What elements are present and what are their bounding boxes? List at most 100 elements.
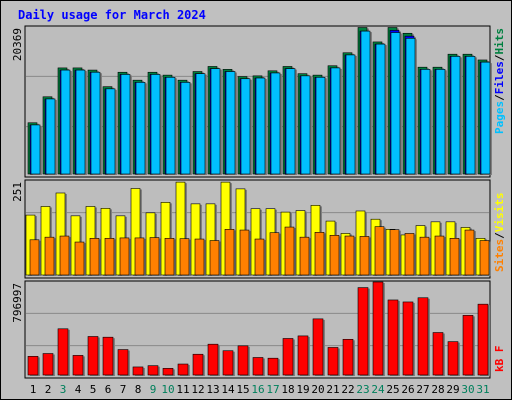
day-label-29: 29 <box>446 383 459 396</box>
bar-pages-day-10 <box>165 76 176 175</box>
day-label-19: 19 <box>296 383 309 396</box>
bar-sites-day-24 <box>374 226 385 276</box>
bar-sites-day-5 <box>89 237 100 276</box>
legend-sep-3: / <box>493 232 506 239</box>
legend-panel1: Pages/Files/Hits <box>493 28 506 134</box>
bar-pages-day-19 <box>300 75 311 175</box>
day-label-30: 30 <box>461 383 474 396</box>
bar-sites-day-29 <box>449 237 460 276</box>
bar-pages-day-6 <box>105 88 116 175</box>
day-label-8: 8 <box>135 383 142 396</box>
bar-pages-day-25 <box>390 32 401 175</box>
bar-kbytes-day-31 <box>477 303 489 376</box>
day-label-13: 13 <box>206 383 219 396</box>
bar-kbytes-day-20 <box>312 318 324 376</box>
bar-kbytes-day-2 <box>42 353 54 376</box>
bar-pages-day-23 <box>360 30 371 175</box>
day-label-18: 18 <box>281 383 294 396</box>
bar-pages-day-3 <box>60 69 71 175</box>
kbytes-bars <box>27 281 490 376</box>
legend-sites: Sites <box>493 239 506 272</box>
bar-sites-day-17 <box>269 232 280 276</box>
day-label-21: 21 <box>326 383 339 396</box>
bar-sites-day-4 <box>74 241 85 276</box>
bar-pages-day-7 <box>120 74 131 175</box>
day-label-26: 26 <box>401 383 414 396</box>
bar-pages-day-18 <box>285 68 296 175</box>
bar-kbytes-day-3 <box>57 328 69 376</box>
bar-pages-day-11 <box>180 82 191 175</box>
bar-kbytes-day-23 <box>357 287 369 376</box>
bar-kbytes-day-28 <box>432 332 444 376</box>
bar-sites-day-22 <box>344 235 355 276</box>
day-label-27: 27 <box>416 383 429 396</box>
bar-kbytes-day-4 <box>72 355 84 376</box>
day-label-5: 5 <box>90 383 97 396</box>
day-label-14: 14 <box>221 383 235 396</box>
day-labels: 1 2 3 4 5 6 7 8 9 10 11 12 13 14 15 16 17 18 19 20 21 22 23 24 2… <box>30 383 490 396</box>
bar-kbytes-day-30 <box>462 315 474 376</box>
bar-sites-day-20 <box>314 232 325 276</box>
panel1-max-label: 20369 <box>11 28 24 61</box>
bar-pages-day-8 <box>135 82 146 175</box>
bar-kbytes-day-14 <box>222 350 234 376</box>
bar-kbytes-day-9 <box>147 365 159 376</box>
bar-pages-day-21 <box>330 67 341 175</box>
bar-pages-day-13 <box>210 68 221 175</box>
bar-pages-day-20 <box>315 76 326 175</box>
bar-pages-day-2 <box>45 98 56 175</box>
bar-sites-day-12 <box>194 238 205 276</box>
day-label-3: 3 <box>60 383 67 396</box>
bar-sites-day-28 <box>434 235 445 276</box>
legend-hits: Hits <box>493 28 506 55</box>
panel3-max-label: 796997 <box>11 283 24 323</box>
bar-sites-day-16 <box>254 238 265 276</box>
bar-kbytes-day-11 <box>177 363 189 376</box>
bar-sites-day-2 <box>44 236 55 276</box>
bar-pages-day-15 <box>240 78 251 175</box>
bar-pages-day-12 <box>195 73 206 175</box>
bar-pages-day-31 <box>480 61 491 175</box>
bar-kbytes-day-1 <box>27 356 39 376</box>
legend-sep-2: / <box>493 54 506 61</box>
bar-kbytes-day-26 <box>402 301 414 376</box>
bar-sites-day-18 <box>284 226 295 276</box>
bar-sites-day-9 <box>149 237 160 276</box>
bar-pages-day-22 <box>345 54 356 175</box>
visits-sites-bars <box>25 181 491 276</box>
bar-sites-day-31 <box>479 240 490 276</box>
bar-sites-day-30 <box>464 229 475 276</box>
bar-kbytes-day-8 <box>132 366 144 376</box>
bar-kbytes-day-6 <box>102 336 114 376</box>
day-label-2: 2 <box>45 383 52 396</box>
bar-sites-day-1 <box>29 239 40 276</box>
bar-kbytes-day-16 <box>252 357 264 376</box>
bar-pages-day-4 <box>75 69 86 175</box>
day-label-10: 10 <box>161 383 174 396</box>
bar-pages-day-14 <box>225 71 236 175</box>
bar-kbytes-day-25 <box>387 299 399 376</box>
bar-sites-day-21 <box>329 235 340 276</box>
panel2-max-label: 251 <box>11 182 24 202</box>
bar-pages-day-9 <box>150 74 161 175</box>
bar-sites-day-14 <box>224 229 235 276</box>
bar-sites-day-25 <box>389 229 400 276</box>
bar-pages-day-17 <box>270 72 281 175</box>
day-label-31: 31 <box>476 383 489 396</box>
bar-sites-day-11 <box>179 238 190 276</box>
bar-kbytes-day-7 <box>117 349 129 376</box>
bar-kbytes-day-21 <box>327 347 339 376</box>
day-label-11: 11 <box>176 383 189 396</box>
legend-sep-1: / <box>493 94 506 101</box>
bar-kbytes-day-5 <box>87 336 99 376</box>
day-label-22: 22 <box>341 383 354 396</box>
bar-kbytes-day-19 <box>297 335 309 376</box>
bar-pages-day-26 <box>405 38 416 175</box>
bar-pages-day-5 <box>90 71 101 175</box>
day-label-16: 16 <box>251 383 264 396</box>
bar-pages-day-27 <box>420 69 431 175</box>
bar-kbytes-day-10 <box>162 368 174 376</box>
bar-pages-day-16 <box>255 77 266 175</box>
bar-sites-day-8 <box>134 237 145 276</box>
